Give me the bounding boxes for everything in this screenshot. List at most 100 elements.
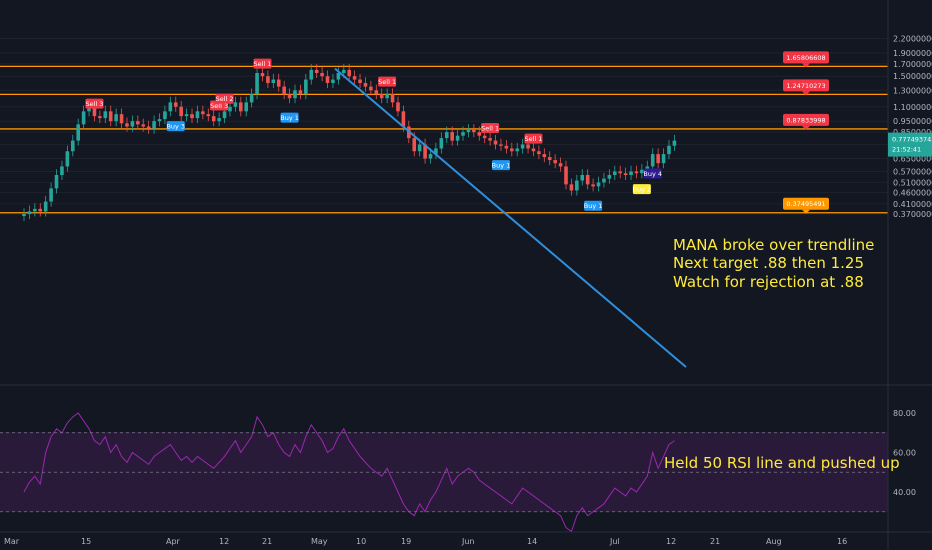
- price-tick-label: 0.65000000: [893, 155, 932, 164]
- rsi-line: [23, 412, 675, 533]
- sell-signal-tag: Sell 3: [85, 100, 103, 108]
- candle-body: [347, 69, 351, 77]
- candle-body: [363, 83, 368, 87]
- candle-body: [33, 208, 37, 212]
- candle-body: [168, 102, 173, 112]
- candle-body: [547, 157, 552, 161]
- candle-body: [542, 154, 547, 158]
- trendline: [334, 67, 687, 368]
- candle-body: [87, 106, 91, 112]
- candle-body: [623, 173, 628, 176]
- candle-body: [661, 154, 666, 164]
- sell-signal-tag-bg: [378, 76, 397, 87]
- candle-body: [493, 140, 498, 145]
- price-tick-label: 0.57000000: [893, 167, 932, 176]
- candle-body: [466, 129, 471, 133]
- candle-body: [499, 144, 503, 146]
- level-price-badge: 0.87833998: [786, 116, 825, 124]
- sell-signal-tag-bg: [85, 98, 104, 109]
- price-tick-label: 0.95000000: [893, 117, 932, 126]
- candle-body: [564, 166, 568, 185]
- candle-body: [22, 214, 26, 217]
- date-tick-label: Aug: [766, 537, 782, 546]
- date-tick-label: 10: [356, 537, 366, 546]
- sell-signal-tag: Sell 1: [254, 60, 272, 68]
- candle-body: [640, 169, 644, 174]
- sell-signal-tag: Sell 1: [525, 135, 543, 143]
- candle-body: [314, 69, 319, 73]
- candle-body: [352, 76, 357, 80]
- level-price-badge-bg: [783, 113, 829, 126]
- candle-body: [488, 138, 492, 141]
- candle-body: [461, 132, 465, 136]
- price-tick-label: 0.46000000: [893, 189, 932, 198]
- candle-body: [125, 123, 129, 127]
- level-price-badge: 1.24710273: [786, 82, 825, 90]
- candle-body: [255, 72, 259, 95]
- date-tick-label: 12: [666, 537, 676, 546]
- price-tick-label: 1.30000000: [893, 86, 932, 95]
- candle-body: [575, 180, 579, 191]
- annotation-block: MANA broke over trendline Next target .8…: [673, 236, 874, 291]
- candle-body: [260, 72, 265, 77]
- annotation-line-1: MANA broke over trendline: [673, 236, 874, 254]
- candle-body: [325, 76, 330, 84]
- rsi-tick-label: 40.00: [893, 488, 916, 497]
- candle-body: [211, 116, 216, 122]
- current-price-label: 0.77749374: [892, 136, 931, 144]
- candle-body: [585, 175, 590, 185]
- price-tick-label: 1.90000000: [893, 49, 932, 58]
- candle-body: [163, 111, 167, 120]
- candle-body: [27, 211, 32, 215]
- candle-body: [239, 102, 243, 112]
- candle-body: [358, 79, 362, 84]
- candle-body: [141, 124, 146, 127]
- date-tick-label: Apr: [166, 537, 181, 546]
- candle-body: [439, 138, 444, 149]
- candle-body: [428, 154, 433, 159]
- candle-body: [119, 114, 124, 124]
- candle-body: [173, 102, 178, 107]
- price-tick-label: 1.10000000: [893, 103, 932, 112]
- candle-body: [417, 144, 422, 152]
- candle-body: [320, 72, 324, 77]
- candle-body: [667, 145, 671, 155]
- candle-body: [206, 114, 211, 117]
- level-price-badge-bg: [783, 51, 829, 64]
- candle-body: [309, 69, 314, 80]
- candle-body: [152, 121, 156, 129]
- candle-body: [81, 111, 86, 125]
- rsi-tick-label: 60.00: [893, 449, 916, 458]
- candle-body: [612, 171, 617, 176]
- level-badge-pointer: [802, 125, 810, 130]
- candle-body: [336, 72, 341, 80]
- candle-body: [396, 102, 400, 112]
- candle-body: [385, 94, 389, 99]
- price-tick-label: 0.37000000: [893, 210, 932, 219]
- level-price-badge-bg: [783, 79, 829, 92]
- level-price-badge: 1.65806608: [786, 54, 825, 62]
- candle-body: [76, 124, 80, 141]
- candle-body: [341, 69, 346, 73]
- date-tick-label: 19: [401, 537, 411, 546]
- candle-body: [146, 126, 151, 129]
- candle-body: [369, 86, 373, 91]
- candle-body: [537, 151, 541, 155]
- candle-body: [444, 132, 449, 139]
- candle-body: [591, 184, 595, 187]
- candle-body: [526, 144, 530, 149]
- candle-body: [650, 154, 655, 167]
- candle-body: [114, 114, 118, 122]
- candle-body: [412, 138, 417, 152]
- date-tick-label: Jun: [461, 537, 475, 546]
- rsi-annotation: Held 50 RSI line and pushed up: [664, 454, 900, 472]
- buy-signal-tag: Buy 1: [280, 114, 299, 122]
- candle-body: [596, 182, 601, 187]
- annotation-line-3: Watch for rejection at .88: [673, 273, 864, 291]
- buy-signal-tag-bg: [632, 184, 651, 195]
- candle-body: [482, 135, 487, 139]
- candle-body: [374, 90, 379, 95]
- candle-body: [130, 121, 135, 127]
- buy-signal-tag-bg: [166, 121, 185, 132]
